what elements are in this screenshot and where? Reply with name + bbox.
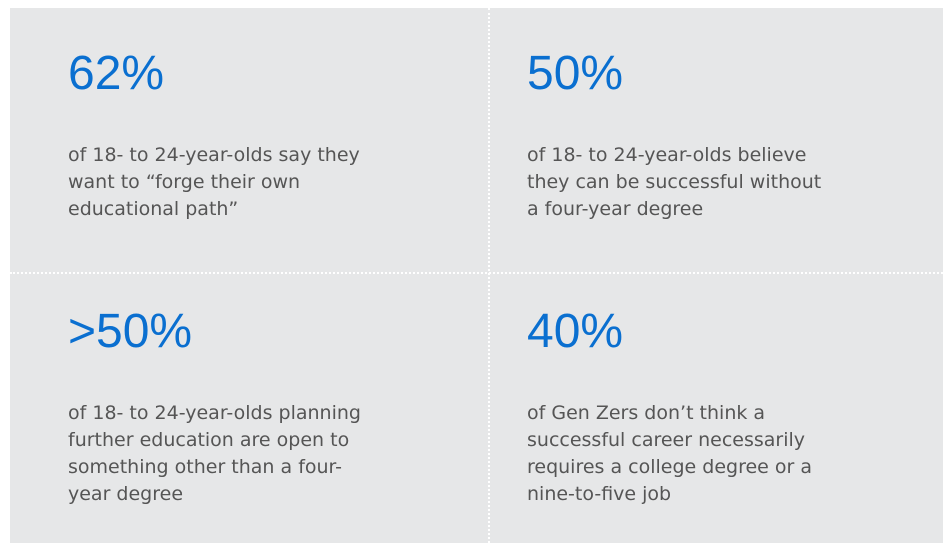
description-line: they can be successful without xyxy=(527,171,822,193)
stat-panel xyxy=(10,8,943,543)
stat-value: 40% xyxy=(527,305,624,358)
stat-value: 62% xyxy=(68,47,165,100)
description-line: of Gen Zers don’t think a xyxy=(527,402,766,424)
description-line: of 18- to 24-year-olds believe xyxy=(527,144,807,166)
stat-value: >50% xyxy=(68,305,193,358)
stat-description: of Gen Zers don’t think a successful care… xyxy=(527,400,927,508)
stat-card: 50% of 18- to 24-year-olds believe they ca… xyxy=(527,46,927,223)
description-line: of 18- to 24-year-olds planning xyxy=(68,402,361,424)
description-line: want to “forge their own xyxy=(68,171,301,193)
stat-card: 62% of 18- to 24-year-olds say they want t… xyxy=(68,46,468,223)
description-line: educational path” xyxy=(68,198,239,220)
description-line: year degree xyxy=(68,483,184,505)
description-line: successful career necessarily xyxy=(527,429,806,451)
vertical-divider xyxy=(488,8,490,543)
stat-card: 40% of Gen Zers don’t think a successful c… xyxy=(527,304,927,508)
stat-description: of 18- to 24-year-olds say they want to “… xyxy=(68,142,468,223)
description-line: of 18- to 24-year-olds say they xyxy=(68,144,360,166)
description-line: something other than a four- xyxy=(68,456,342,478)
description-line: a four-year degree xyxy=(527,198,704,220)
stat-value: 50% xyxy=(527,47,624,100)
description-line: further education are open to xyxy=(68,429,350,451)
horizontal-divider xyxy=(10,272,943,274)
stat-description: of 18- to 24-year-olds planning further e… xyxy=(68,400,468,508)
description-line: nine-to-five job xyxy=(527,483,672,505)
description-line: requires a college degree or a xyxy=(527,456,813,478)
stat-card: >50% of 18- to 24-year-olds planning furth… xyxy=(68,304,468,508)
stat-description: of 18- to 24-year-olds believe they can b… xyxy=(527,142,927,223)
